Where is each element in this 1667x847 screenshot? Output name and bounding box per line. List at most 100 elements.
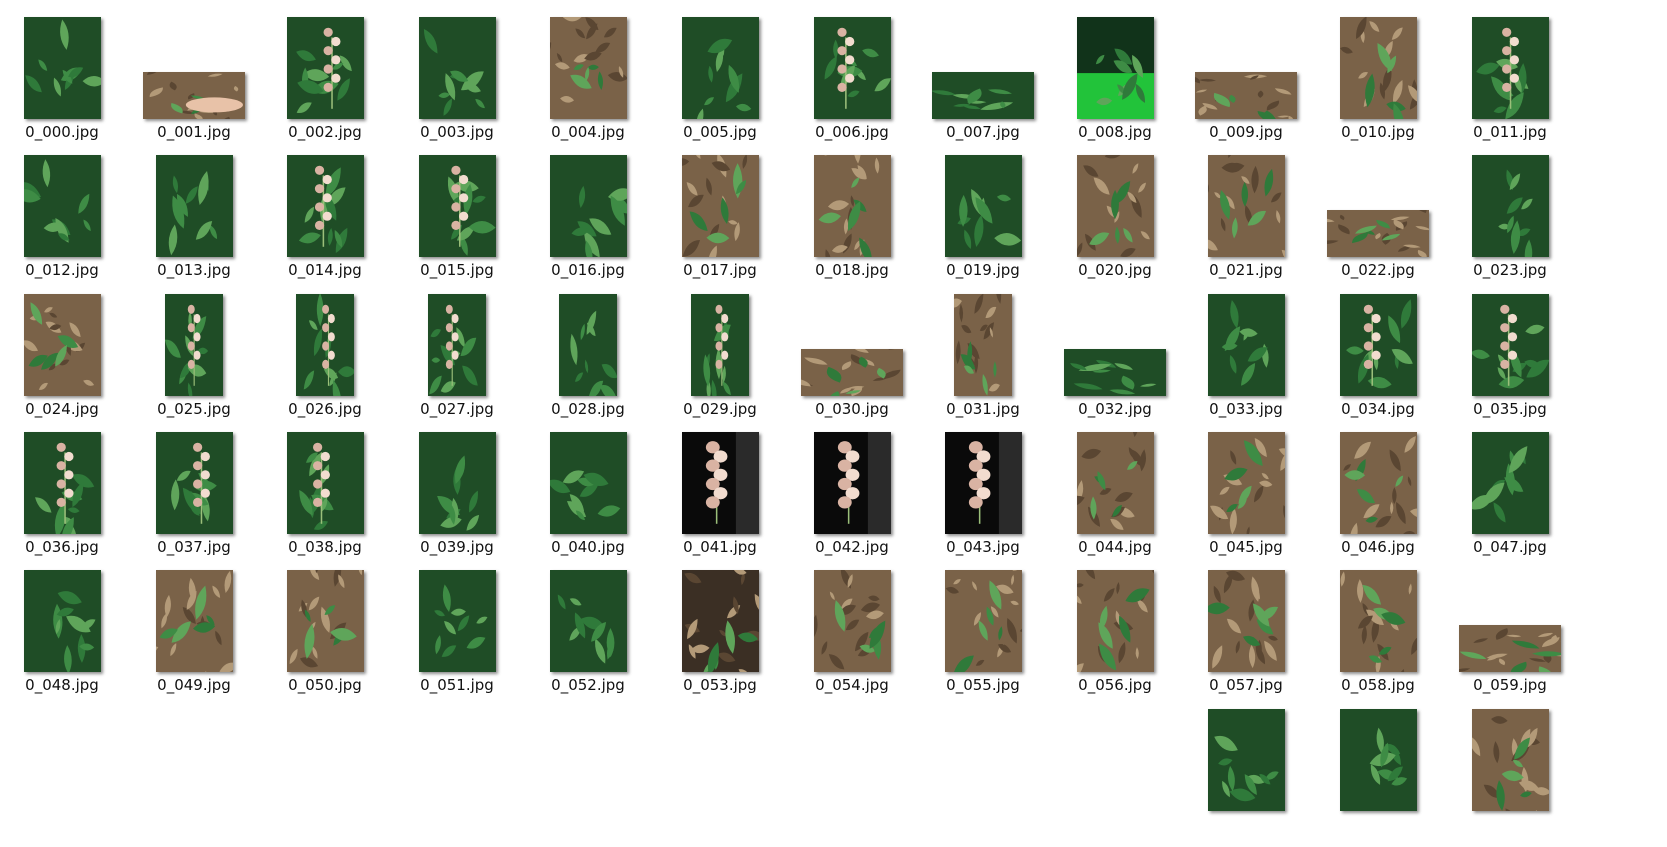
file-thumbnail[interactable]: 0_020.jpg (1045, 146, 1185, 293)
file-thumbnail[interactable]: 0_012.jpg (0, 146, 132, 293)
file-thumbnail[interactable]: 0_010.jpg (1308, 8, 1448, 155)
file-thumbnail[interactable]: 0_039.jpg (387, 423, 527, 570)
thumbnail-image (23, 155, 101, 257)
file-name-label: 0_013.jpg (157, 261, 231, 279)
file-name-label: 0_026.jpg (288, 400, 362, 418)
file-thumbnail[interactable]: 0_019.jpg (913, 146, 1053, 293)
thumbnail-image (1076, 155, 1154, 257)
thumbnail-picture (23, 432, 101, 534)
file-thumbnail[interactable]: 0_029.jpg (650, 285, 790, 432)
file-thumbnail[interactable]: 0_050.jpg (255, 561, 395, 708)
file-thumbnail[interactable]: 0_052.jpg (518, 561, 658, 708)
file-thumbnail[interactable]: 0_044.jpg (1045, 423, 1185, 570)
file-thumbnail[interactable]: 0_018.jpg (782, 146, 922, 293)
file-thumbnail[interactable]: 0_043.jpg (913, 423, 1053, 570)
thumbnail-image (1339, 17, 1417, 119)
file-thumbnail[interactable]: 0_011.jpg (1440, 8, 1580, 155)
thumbnail-picture (286, 17, 364, 119)
thumbnail-picture (286, 570, 364, 672)
thumbnail-picture (813, 432, 891, 534)
thumbnail-image (1471, 432, 1549, 534)
file-name-label: 0_045.jpg (1209, 538, 1283, 556)
file-name-label: 0_020.jpg (1078, 261, 1152, 279)
file-name-label: 0_021.jpg (1209, 261, 1283, 279)
file-thumbnail[interactable]: 0_026.jpg (255, 285, 395, 432)
file-thumbnail[interactable]: 0_051.jpg (387, 561, 527, 708)
thumbnail-image (681, 17, 759, 119)
file-thumbnail[interactable]: 0_040.jpg (518, 423, 658, 570)
file-thumbnail[interactable]: 0_054.jpg (782, 561, 922, 708)
file-thumbnail[interactable]: 0_027.jpg (387, 285, 527, 432)
thumbnail-picture (1471, 294, 1549, 396)
file-thumbnail[interactable]: 0_037.jpg (124, 423, 264, 570)
file-thumbnail[interactable]: 0_004.jpg (518, 8, 658, 155)
file-thumbnail[interactable]: 0_016.jpg (518, 146, 658, 293)
file-thumbnail[interactable]: 0_014.jpg (255, 146, 395, 293)
file-thumbnail[interactable]: 0_024.jpg (0, 285, 132, 432)
file-name-label: 0_039.jpg (420, 538, 494, 556)
thumbnail-image (813, 17, 891, 119)
file-thumbnail[interactable]: 0_022.jpg (1308, 146, 1448, 293)
file-thumbnail[interactable]: 0_053.jpg (650, 561, 790, 708)
file-thumbnail[interactable]: 0_058.jpg (1308, 561, 1448, 708)
file-thumbnail[interactable]: 0_000.jpg (0, 8, 132, 155)
file-thumbnail[interactable]: 0_038.jpg (255, 423, 395, 570)
file-thumbnail[interactable]: 0_008.jpg (1045, 8, 1185, 155)
file-thumbnail[interactable] (1440, 700, 1580, 847)
file-thumbnail[interactable]: 0_021.jpg (1176, 146, 1316, 293)
file-thumbnail[interactable]: 0_031.jpg (913, 285, 1053, 432)
file-thumbnail[interactable]: 0_017.jpg (650, 146, 790, 293)
thumbnail-image (1471, 17, 1549, 119)
file-thumbnail[interactable] (1308, 700, 1448, 847)
file-thumbnail[interactable]: 0_023.jpg (1440, 146, 1580, 293)
file-thumbnail[interactable]: 0_030.jpg (782, 285, 922, 432)
file-thumbnail[interactable]: 0_057.jpg (1176, 561, 1316, 708)
file-thumbnail[interactable]: 0_055.jpg (913, 561, 1053, 708)
thumbnail-picture (155, 570, 233, 672)
thumbnail-image (428, 294, 486, 396)
file-name-label: 0_051.jpg (420, 676, 494, 694)
thumbnail-picture (1339, 17, 1417, 119)
file-name-label: 0_014.jpg (288, 261, 362, 279)
thumbnail-image (418, 570, 496, 672)
file-thumbnail[interactable]: 0_056.jpg (1045, 561, 1185, 708)
thumbnail-image (286, 432, 364, 534)
file-thumbnail[interactable]: 0_041.jpg (650, 423, 790, 570)
file-thumbnail[interactable]: 0_034.jpg (1308, 285, 1448, 432)
file-thumbnail[interactable] (1176, 700, 1316, 847)
file-thumbnail[interactable]: 0_048.jpg (0, 561, 132, 708)
thumbnail-picture (1471, 155, 1549, 257)
file-thumbnail[interactable]: 0_047.jpg (1440, 423, 1580, 570)
file-name-label: 0_002.jpg (288, 123, 362, 141)
file-thumbnail[interactable]: 0_003.jpg (387, 8, 527, 155)
file-thumbnail[interactable]: 0_007.jpg (913, 8, 1053, 155)
file-thumbnail[interactable]: 0_059.jpg (1440, 561, 1580, 708)
file-thumbnail[interactable]: 0_045.jpg (1176, 423, 1316, 570)
file-thumbnail[interactable]: 0_042.jpg (782, 423, 922, 570)
thumbnail-picture (1207, 570, 1285, 672)
file-thumbnail[interactable]: 0_033.jpg (1176, 285, 1316, 432)
file-thumbnail[interactable]: 0_035.jpg (1440, 285, 1580, 432)
file-name-label: 0_029.jpg (683, 400, 757, 418)
file-name-label: 0_038.jpg (288, 538, 362, 556)
file-thumbnail[interactable]: 0_046.jpg (1308, 423, 1448, 570)
file-thumbnail[interactable]: 0_006.jpg (782, 8, 922, 155)
thumbnail-picture (143, 72, 245, 119)
thumbnail-image (286, 17, 364, 119)
file-thumbnail[interactable]: 0_005.jpg (650, 8, 790, 155)
file-thumbnail[interactable]: 0_032.jpg (1045, 285, 1185, 432)
thumbnail-picture (428, 294, 486, 396)
file-thumbnail[interactable]: 0_015.jpg (387, 146, 527, 293)
file-thumbnail[interactable]: 0_025.jpg (124, 285, 264, 432)
thumbnail-picture (1339, 432, 1417, 534)
file-name-label: 0_052.jpg (551, 676, 625, 694)
file-thumbnail[interactable]: 0_036.jpg (0, 423, 132, 570)
file-thumbnail[interactable]: 0_049.jpg (124, 561, 264, 708)
file-thumbnail[interactable]: 0_028.jpg (518, 285, 658, 432)
file-thumbnail[interactable]: 0_001.jpg (124, 8, 264, 155)
file-name-label: 0_024.jpg (25, 400, 99, 418)
file-thumbnail[interactable]: 0_002.jpg (255, 8, 395, 155)
file-thumbnail[interactable]: 0_009.jpg (1176, 8, 1316, 155)
file-thumbnail[interactable]: 0_013.jpg (124, 146, 264, 293)
file-name-label: 0_059.jpg (1473, 676, 1547, 694)
